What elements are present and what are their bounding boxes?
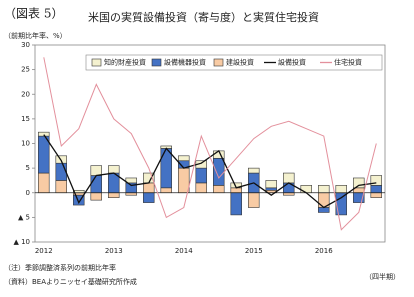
y-tick-label: 20	[21, 90, 30, 98]
x-tick-label: 2012	[35, 247, 53, 255]
y-tick-label: 30	[21, 41, 30, 49]
bar-segment	[318, 185, 330, 194]
note: （資料）BEAよりニッセイ基礎研究所作成	[4, 277, 137, 286]
figure-label: （図表 5）	[4, 7, 63, 21]
bar-segment	[283, 172, 295, 184]
bar-segment	[178, 167, 190, 194]
y-tick-label: 25	[21, 66, 30, 74]
bar-segment	[195, 167, 207, 184]
y-axis-label: （前期比年率、%）	[4, 31, 67, 40]
legend-label: 住宅投資	[334, 58, 362, 67]
bar-segment	[248, 192, 260, 208]
bar-segment	[73, 194, 85, 206]
bar-segment	[38, 131, 50, 137]
x-tick-label: 2015	[245, 247, 263, 255]
x-tick-label: 2013	[105, 247, 123, 255]
bar-segment	[300, 185, 312, 194]
legend-swatch	[213, 58, 224, 67]
bar-segment	[38, 172, 50, 194]
y-tick-label: 15	[21, 115, 30, 123]
bar-segment	[143, 182, 155, 194]
bar-segment	[90, 175, 102, 194]
bar-segment	[230, 187, 242, 194]
x-tick-label: 2016	[315, 247, 333, 255]
y-tick-label: 10	[21, 140, 30, 148]
bar-segment	[90, 165, 102, 176]
bar-segment	[248, 167, 260, 174]
bar-segment	[178, 155, 190, 162]
legend-label: 設備投資	[278, 58, 306, 67]
legend-swatch	[151, 58, 162, 67]
legend-label: 設備機器投資	[164, 58, 206, 67]
bar-segment	[125, 177, 137, 184]
plot-frame	[34, 44, 386, 243]
x-axis-label: （四半期）	[365, 272, 400, 281]
y-tick-label: ▲ 10	[13, 238, 30, 246]
bar-segment	[195, 182, 207, 194]
bar-segment	[160, 187, 172, 194]
bar-segment	[370, 175, 382, 186]
x-tick-label: 2014	[175, 247, 193, 255]
line-series	[43, 57, 377, 231]
legend-label: 建設投資	[226, 58, 254, 67]
bar-segment	[230, 192, 242, 216]
y-tick-label: 0	[26, 189, 30, 197]
note: （注）季節調整済系列の前期比年率	[4, 263, 116, 272]
bar-segment	[213, 185, 225, 194]
bar-segment	[55, 162, 67, 181]
bar-segment	[353, 177, 365, 189]
bar-segment	[160, 148, 172, 189]
bar-segment	[213, 157, 225, 186]
bar-segment	[90, 192, 102, 201]
bar-segment	[370, 192, 382, 198]
bar-segment	[108, 192, 120, 198]
chart-title: 米国の実質設備投資（寄与度）と実質住宅投資	[88, 10, 319, 24]
bar-segment	[370, 185, 382, 194]
legend-swatch	[91, 58, 102, 67]
bar-segment	[265, 187, 277, 191]
y-tick-label: 5	[26, 164, 30, 172]
bar-segment	[55, 180, 67, 194]
bar-segment	[38, 135, 50, 174]
bar-segment	[143, 192, 155, 203]
bar-segment	[335, 185, 347, 194]
y-tick-label: ▲ 5	[18, 213, 30, 221]
bar-segment	[108, 165, 120, 174]
legend-label: 知的財産投資	[104, 58, 146, 67]
bar-segment	[265, 180, 277, 189]
